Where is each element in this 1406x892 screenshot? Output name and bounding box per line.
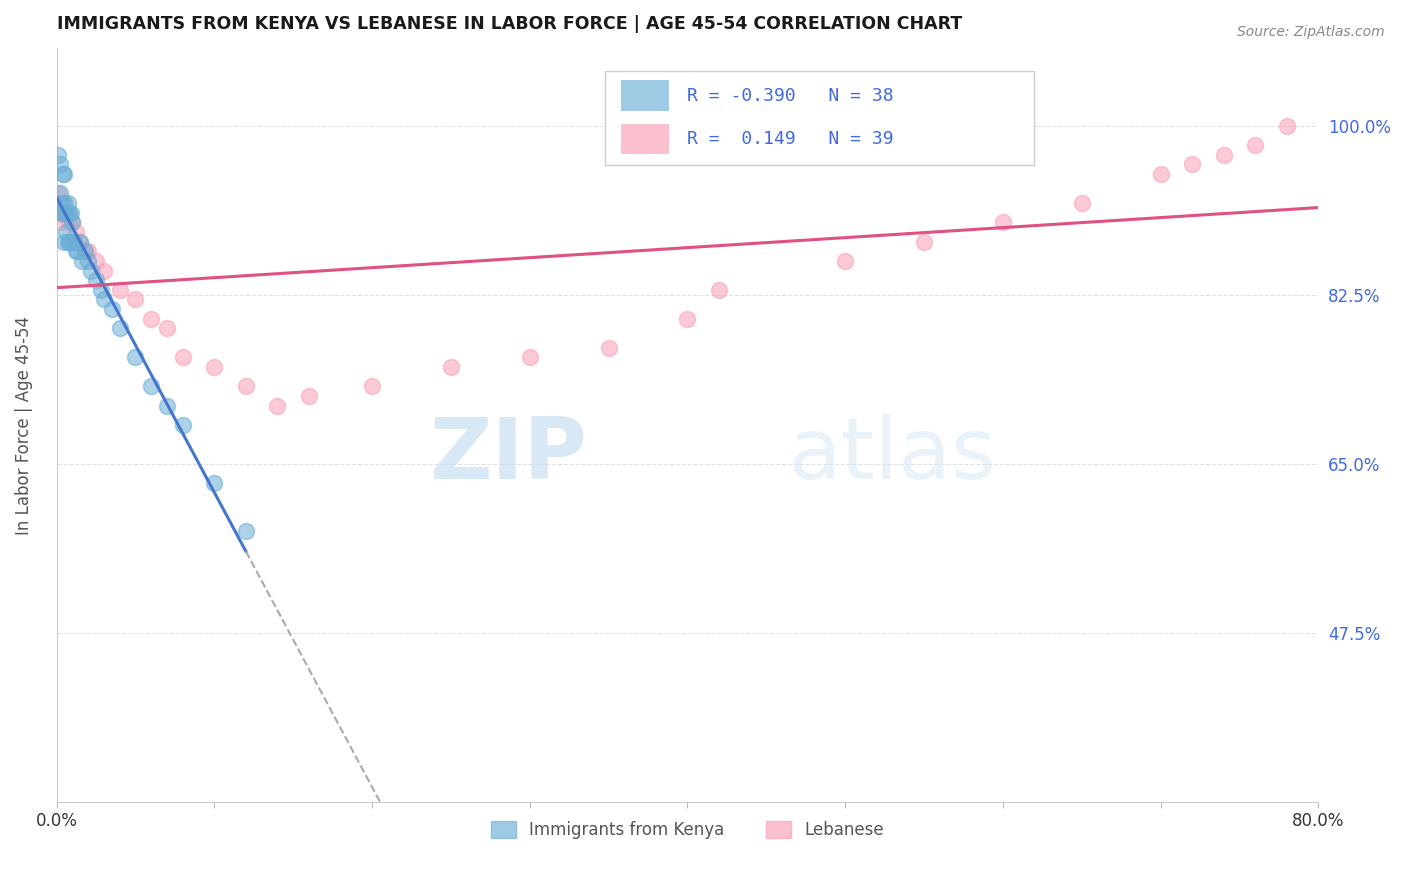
Point [707,283,730,297]
Point [73,244,96,259]
Point [65,225,87,239]
Point [77,253,100,268]
Point [1244,138,1267,153]
Point [1070,196,1092,211]
Point [108,321,131,335]
Point [58,205,80,219]
Point [53,235,76,249]
Point [676,311,699,326]
Point [51,215,73,229]
Point [1275,119,1298,133]
Point [52,167,75,181]
Point [1212,147,1234,161]
Point [202,360,225,375]
Point [1181,157,1204,171]
Point [56,235,79,249]
Point [912,235,935,249]
Point [834,253,856,268]
Point [63,235,86,249]
Point [69,235,91,249]
Point [93,293,115,307]
Point [55,205,77,219]
Point [77,244,100,259]
Point [69,235,91,249]
Point [55,205,77,219]
Point [519,351,541,365]
Legend: Immigrants from Kenya, Lebanese: Immigrants from Kenya, Lebanese [484,814,891,846]
Point [56,196,79,211]
Point [156,321,179,335]
Point [361,379,384,393]
Point [141,311,163,326]
Text: IMMIGRANTS FROM KENYA VS LEBANESE IN LABOR FORCE | AGE 45-54 CORRELATION CHART: IMMIGRANTS FROM KENYA VS LEBANESE IN LAB… [56,15,962,33]
Point [53,196,76,211]
Point [58,235,80,249]
Point [172,417,194,432]
FancyBboxPatch shape [620,80,668,111]
Point [66,244,89,259]
Point [49,157,72,171]
Point [202,475,225,490]
FancyBboxPatch shape [620,124,668,154]
FancyBboxPatch shape [606,71,1035,165]
Point [65,244,87,259]
Point [53,196,76,211]
Point [440,360,463,375]
Point [80,263,103,277]
Point [60,215,83,229]
Point [90,283,112,297]
Point [93,263,115,277]
Point [53,167,76,181]
Point [49,186,72,201]
Point [84,253,107,268]
Point [60,215,83,229]
Point [55,225,77,239]
Text: Source: ZipAtlas.com: Source: ZipAtlas.com [1237,25,1385,39]
Point [108,283,131,297]
Point [51,205,73,219]
Point [991,215,1014,229]
Point [124,293,146,307]
Point [70,253,93,268]
Point [124,351,146,365]
Point [52,205,75,219]
Point [84,273,107,287]
Point [49,205,72,219]
Point [172,351,194,365]
Text: atlas: atlas [789,414,997,497]
Point [52,205,75,219]
Point [235,379,257,393]
Point [51,196,73,211]
Point [598,341,620,355]
Point [141,379,163,393]
Point [298,389,321,403]
Point [1149,167,1171,181]
Point [59,235,82,249]
Y-axis label: In Labor Force | Age 45-54: In Labor Force | Age 45-54 [15,316,32,534]
Text: R = -0.390   N = 38: R = -0.390 N = 38 [688,87,894,104]
Text: R =  0.149   N = 39: R = 0.149 N = 39 [688,130,894,148]
Point [266,399,288,413]
Point [46,147,69,161]
Point [156,399,179,413]
Point [59,205,82,219]
Point [56,205,79,219]
Point [46,186,69,201]
Point [58,215,80,229]
Point [235,524,257,539]
Text: ZIP: ZIP [429,414,586,497]
Point [101,302,124,317]
Point [73,244,96,259]
